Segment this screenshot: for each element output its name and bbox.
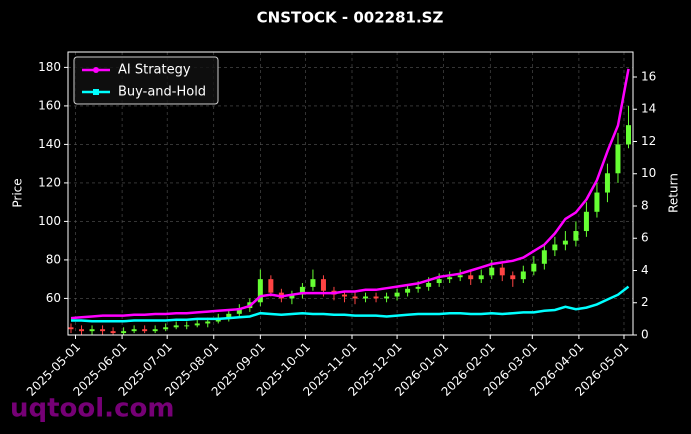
candle-body bbox=[447, 277, 453, 280]
candle-body bbox=[604, 173, 610, 193]
y-tick-label: 180 bbox=[38, 60, 61, 74]
y-tick-label: 60 bbox=[46, 291, 61, 305]
candle-body bbox=[226, 313, 232, 318]
candle-body bbox=[268, 279, 274, 293]
candle-body bbox=[184, 325, 190, 327]
watermark: uqtool.com bbox=[10, 394, 174, 424]
legend-marker bbox=[93, 89, 99, 95]
y-tick-label: 80 bbox=[46, 252, 61, 266]
y-tick-label: 160 bbox=[38, 98, 61, 112]
candle-body bbox=[520, 271, 526, 280]
candle-body bbox=[121, 331, 127, 334]
candle-body bbox=[436, 279, 442, 284]
legend-label: AI Strategy bbox=[118, 63, 191, 78]
y2-tick-label: 12 bbox=[641, 134, 656, 148]
y2-tick-label: 16 bbox=[641, 69, 656, 83]
candle-body bbox=[320, 279, 326, 291]
candle-body bbox=[131, 329, 137, 332]
candle-body bbox=[583, 211, 589, 232]
candle-body bbox=[110, 331, 116, 334]
legend-marker bbox=[93, 67, 99, 73]
candle-body bbox=[236, 308, 242, 314]
plot bbox=[68, 68, 631, 335]
candle-body bbox=[152, 329, 158, 332]
candle-body bbox=[163, 327, 169, 330]
candle-body bbox=[405, 288, 411, 293]
candle-body bbox=[426, 283, 432, 287]
candle-body bbox=[100, 329, 106, 332]
y2-tick-label: 6 bbox=[641, 231, 649, 245]
candle-body bbox=[89, 329, 95, 332]
candle-body bbox=[194, 323, 200, 326]
candle-body bbox=[79, 329, 85, 332]
y-tick-label: 140 bbox=[38, 137, 61, 151]
line-series bbox=[71, 285, 630, 323]
candle-body bbox=[363, 296, 369, 299]
y-axis-label: Price bbox=[11, 178, 25, 207]
legend-label: Buy-and-Hold bbox=[118, 85, 206, 100]
y2-tick-label: 8 bbox=[641, 198, 649, 212]
candle-body bbox=[142, 329, 148, 332]
candle-body bbox=[310, 279, 316, 287]
candle-body bbox=[384, 296, 390, 299]
y2-axis-label: Return bbox=[667, 173, 681, 213]
candle-body bbox=[373, 296, 379, 299]
candle-body bbox=[562, 240, 568, 245]
candle-body bbox=[499, 267, 505, 276]
candle-body bbox=[552, 244, 558, 251]
candle-body bbox=[257, 279, 263, 303]
candle-body bbox=[341, 294, 347, 297]
plot-frame bbox=[67, 51, 634, 336]
candle-body bbox=[394, 292, 400, 297]
candle-body bbox=[205, 321, 211, 324]
y-tick-label: 100 bbox=[38, 214, 61, 228]
y2-tick-label: 14 bbox=[641, 102, 656, 116]
y2-tick-label: 4 bbox=[641, 263, 649, 277]
y2-tick-label: 2 bbox=[641, 295, 649, 309]
candle-body bbox=[625, 125, 631, 145]
y2-tick-label: 0 bbox=[641, 328, 649, 342]
candle-body bbox=[299, 286, 305, 295]
candle-body bbox=[510, 275, 516, 280]
line-series bbox=[70, 68, 630, 320]
candle-body bbox=[573, 231, 579, 241]
candle-body bbox=[615, 144, 621, 174]
y-tick-label: 120 bbox=[38, 175, 61, 189]
candle-body bbox=[489, 267, 495, 276]
chart-title: CNSTOCK - 002281.SZ bbox=[257, 9, 444, 27]
candle-body bbox=[457, 275, 463, 278]
candle-body bbox=[352, 296, 358, 299]
candle-body bbox=[173, 325, 179, 328]
candle-body bbox=[541, 250, 547, 264]
y2-tick-label: 10 bbox=[641, 166, 656, 180]
candle-body bbox=[289, 294, 295, 299]
candle-body bbox=[468, 275, 474, 280]
candle-body bbox=[531, 263, 537, 272]
candle-body bbox=[594, 192, 600, 212]
candle-body bbox=[478, 275, 484, 280]
candle-body bbox=[68, 327, 74, 330]
candle-body bbox=[415, 286, 421, 289]
